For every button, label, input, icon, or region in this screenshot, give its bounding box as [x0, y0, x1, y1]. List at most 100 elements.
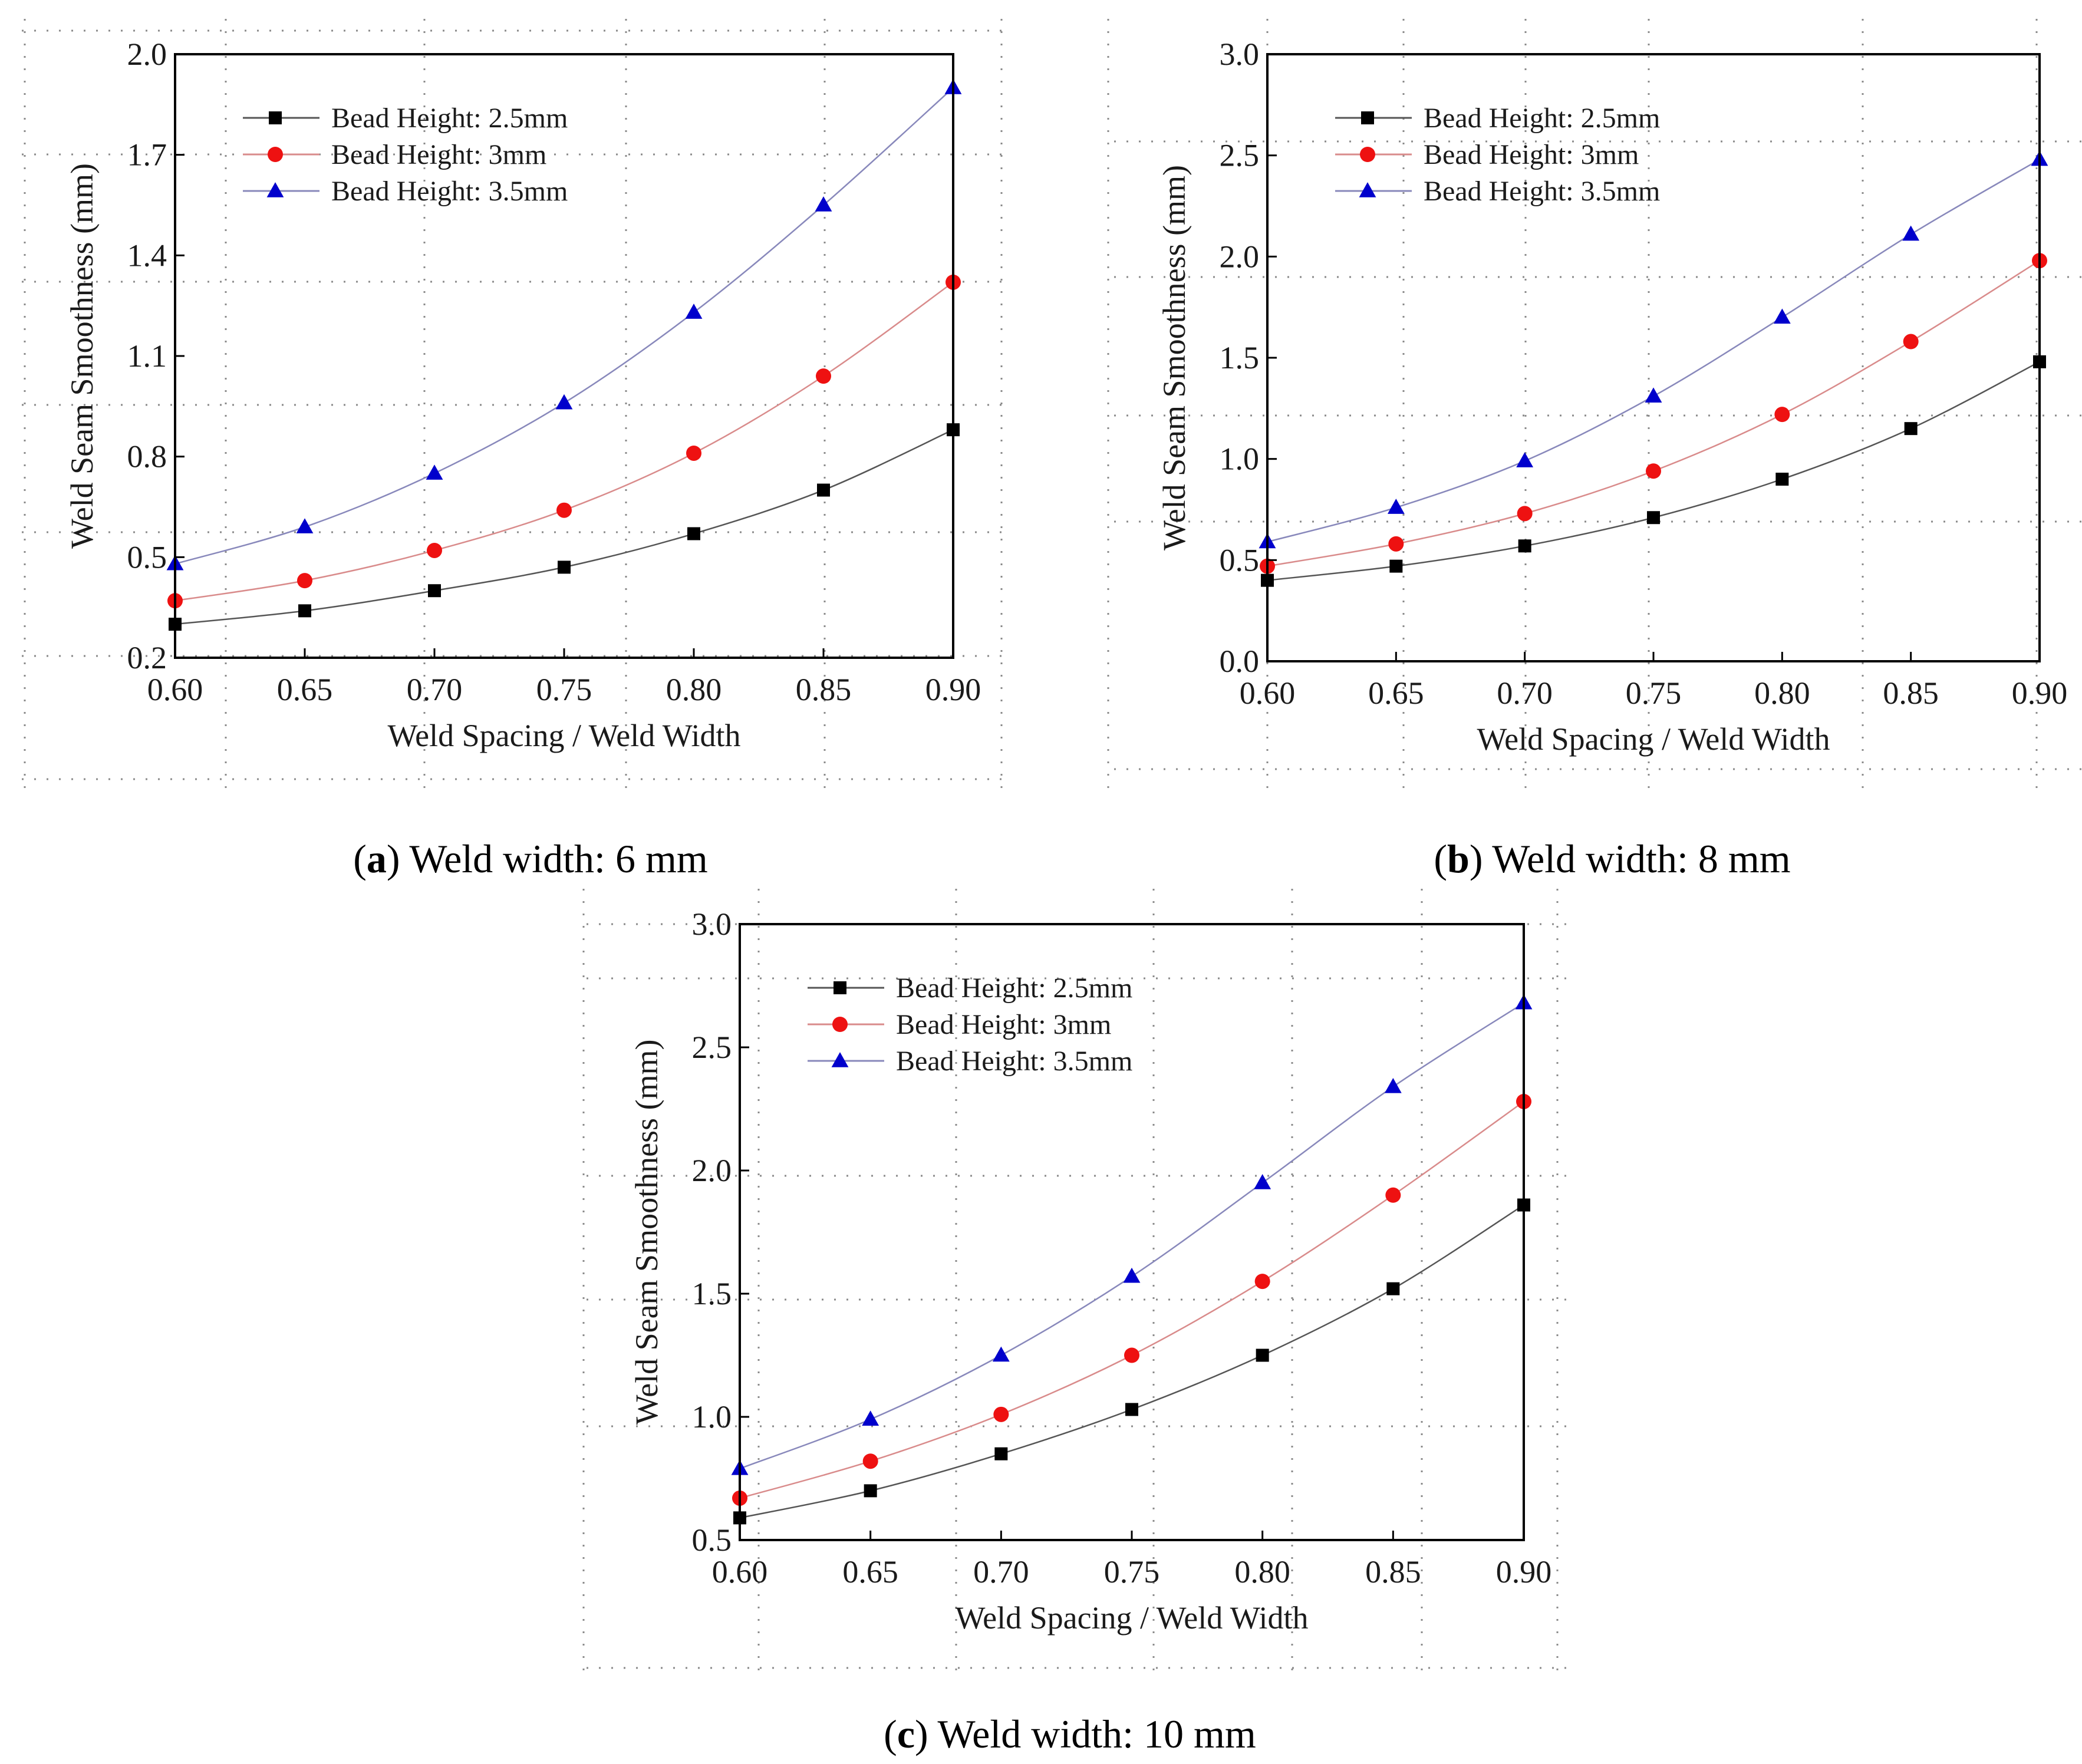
x-tick-label: 0.80 — [1754, 675, 1810, 711]
legend: Bead Height: 2.5mm Bead Height: 3mm Bead H… — [808, 972, 1132, 1077]
legend: Bead Height: 2.5mm Bead Height: 3mm Bead H… — [1335, 103, 1660, 207]
legend-marker — [266, 182, 284, 197]
data-point — [1904, 422, 1918, 436]
y-tick-label: 1.0 — [692, 1399, 732, 1435]
data-point — [427, 542, 442, 558]
legend-marker — [269, 111, 282, 124]
legend-label: Bead Height: 2.5mm — [1424, 103, 1660, 134]
legend-label: Bead Height: 3mm — [1424, 139, 1639, 170]
panel-caption-letter: b — [1447, 836, 1470, 881]
data-point — [1647, 511, 1660, 525]
gridlines — [22, 19, 1006, 793]
data-point — [1389, 559, 1403, 573]
series-1 — [169, 423, 960, 631]
y-tick-label: 2.5 — [692, 1030, 732, 1065]
x-tick-label: 0.70 — [1497, 675, 1553, 711]
data-point — [1125, 1403, 1138, 1416]
data-point — [1384, 1078, 1402, 1093]
data-point — [686, 445, 701, 461]
data-point — [1124, 1347, 1139, 1363]
legend-label: Bead Height: 3.5mm — [896, 1046, 1132, 1077]
x-tick-label: 0.75 — [1626, 675, 1682, 711]
y-tick-label: 1.7 — [127, 137, 167, 173]
series-3 — [731, 994, 1533, 1475]
legend-marker — [1360, 147, 1375, 162]
panel-caption-letter: c — [897, 1712, 915, 1756]
data-point — [298, 604, 311, 618]
y-tick-label: 1.0 — [1220, 441, 1260, 477]
panel-caption: (b) Weld width: 8 mm — [1434, 836, 1790, 881]
y-tick-label: 0.8 — [127, 439, 167, 474]
chart-panel-c: 0.60 0.65 0.70 0.75 0.80 0.85 0.90 0.5 1.0 1.5 2.0… — [582, 889, 1577, 1756]
y-tick-label: 0.5 — [127, 539, 167, 575]
legend-label: Bead Height: 2.5mm — [331, 103, 568, 134]
chart-panel-b: 0.60 0.65 0.70 0.75 0.80 0.85 0.90 0.0 0.5 1.0 1.5… — [1107, 19, 2082, 881]
y-tick-label: 2.0 — [127, 37, 167, 72]
data-point — [994, 1447, 1008, 1460]
data-point — [556, 502, 572, 518]
panel-caption-text: Weld width: 8 mm — [1492, 836, 1790, 881]
x-tick-label: 0.85 — [1883, 675, 1939, 711]
data-point — [864, 1484, 877, 1498]
data-point — [1518, 539, 1531, 553]
series-3 — [166, 79, 962, 571]
data-point — [1254, 1274, 1270, 1290]
data-point — [296, 518, 314, 533]
series-1 — [733, 1198, 1530, 1525]
data-point — [685, 304, 703, 319]
x-tick-label: 0.85 — [1365, 1554, 1421, 1590]
panel-caption: (a) Weld width: 6 mm — [353, 836, 707, 881]
y-tick-label: 1.5 — [1220, 340, 1260, 375]
data-point — [428, 584, 441, 598]
panel-caption-text: Weld width: 6 mm — [409, 836, 707, 881]
y-tick-label: 0.5 — [692, 1522, 732, 1558]
y-axis-title: Weld Seam Smoothness (mm) — [64, 163, 100, 549]
y-tick-label: 0.2 — [127, 640, 167, 675]
legend: Bead Height: 2.5mm Bead Height: 3mm Bead H… — [243, 103, 568, 207]
x-tick-label: 0.75 — [1104, 1554, 1160, 1590]
data-point — [1773, 308, 1791, 324]
x-tick-label: 0.90 — [925, 672, 981, 707]
data-point — [993, 1406, 1009, 1422]
x-tick-label: 0.60 — [1240, 675, 1296, 711]
legend-marker — [1361, 111, 1374, 124]
legend-label: Bead Height: 3mm — [896, 1009, 1111, 1040]
chart-panels: 0.60 0.65 0.70 0.75 0.80 0.85 0.90 0.2 0.5 0.8 1.1… — [22, 19, 2082, 1756]
series-2 — [167, 274, 961, 609]
y-tick-label: 3.0 — [692, 906, 732, 942]
data-point — [815, 196, 832, 212]
data-point — [558, 560, 571, 574]
legend-marker — [832, 1017, 848, 1032]
x-tick-label: 0.65 — [277, 672, 333, 707]
y-axis-title: Weld Seam Smoothness (mm) — [629, 1039, 664, 1425]
data-point — [1385, 1187, 1401, 1203]
data-point — [992, 1346, 1010, 1362]
series-2 — [1260, 253, 2047, 574]
y-tick-label: 1.4 — [127, 238, 167, 273]
panel-caption-letter: a — [367, 836, 387, 881]
chart-panel-a: 0.60 0.65 0.70 0.75 0.80 0.85 0.90 0.2 0.5 0.8 1.1… — [22, 19, 1006, 881]
legend-marker — [831, 1052, 849, 1067]
y-tick-label: 2.0 — [692, 1153, 732, 1188]
x-tick-label: 0.90 — [1496, 1554, 1552, 1590]
x-axis-title: Weld Spacing / Weld Width — [955, 1600, 1308, 1636]
data-point — [1775, 473, 1789, 486]
x-tick-label: 0.85 — [796, 672, 852, 707]
data-point — [817, 483, 830, 497]
x-tick-label: 0.75 — [536, 672, 592, 707]
data-point — [1903, 334, 1919, 349]
y-tick-label: 3.0 — [1220, 37, 1260, 72]
panel-caption: (c) Weld width: 10 mm — [884, 1712, 1256, 1756]
y-tick-label: 1.1 — [127, 338, 167, 374]
data-point — [426, 464, 443, 480]
legend-label: Bead Height: 3.5mm — [1424, 176, 1660, 207]
x-tick-label: 0.60 — [147, 672, 203, 707]
y-tick-label: 0.5 — [1220, 542, 1260, 578]
x-tick-label: 0.65 — [1368, 675, 1424, 711]
x-tick-label: 0.70 — [407, 672, 463, 707]
data-point — [1902, 225, 1920, 241]
data-point — [1123, 1267, 1141, 1283]
data-point — [862, 1453, 878, 1469]
data-point — [816, 368, 831, 384]
